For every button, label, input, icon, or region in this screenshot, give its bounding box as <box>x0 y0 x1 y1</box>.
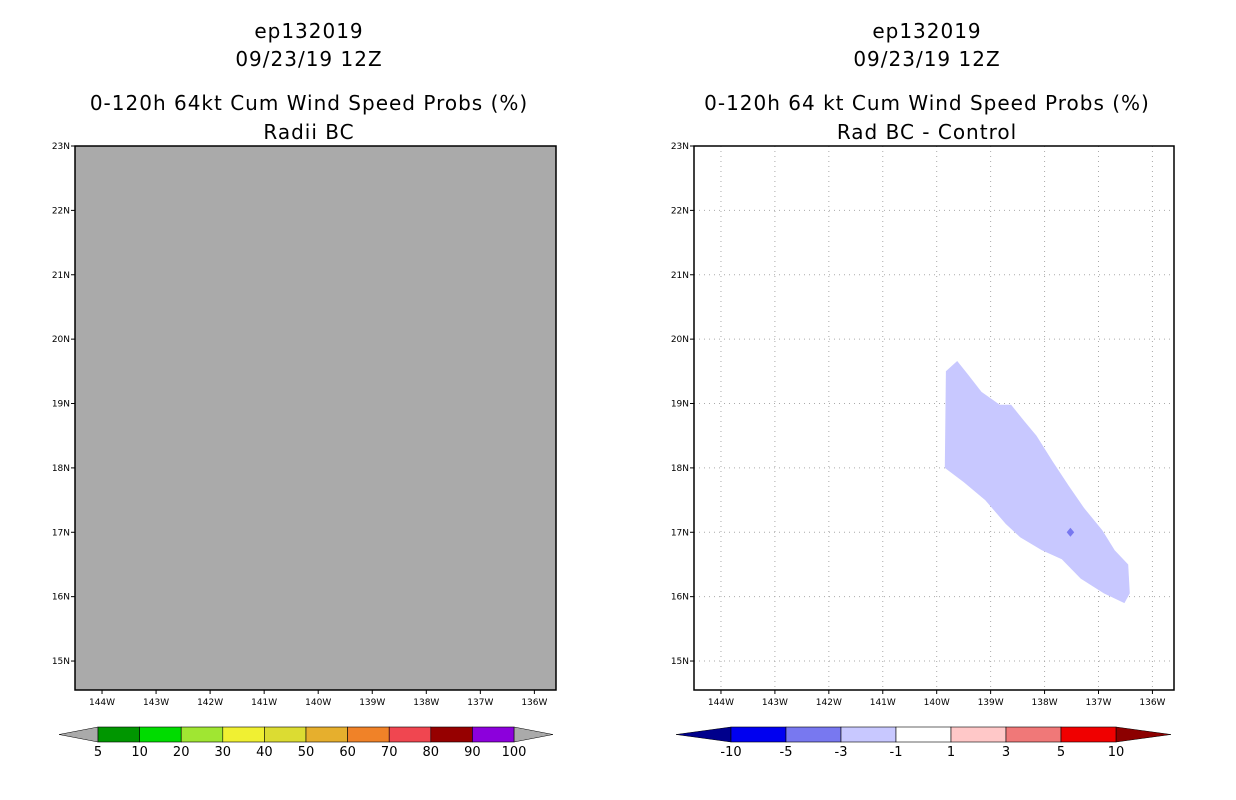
colorbar-swatch <box>430 726 473 743</box>
colorbar: -10 -5 -3 -1 1 3 5 10 <box>675 726 1172 760</box>
colorbar-label: 70 <box>381 745 398 760</box>
left-title: 0-120h 64kt Cum Wind Speed Probs (%) <box>89 91 529 115</box>
lon-tick-label: 141W <box>251 698 277 708</box>
colorbar-label: -10 <box>720 745 741 760</box>
colorbar-swatch <box>1060 726 1117 743</box>
colorbar-label: 1 <box>947 745 955 760</box>
lat-tick-label: 20N <box>671 335 689 345</box>
colorbar-label: 100 <box>502 745 527 760</box>
lon-tick-label: 143W <box>143 698 169 708</box>
colorbar-label: -3 <box>835 745 848 760</box>
colorbar-label: 60 <box>339 745 356 760</box>
lon-tick-label: 138W <box>413 698 439 708</box>
lat-tick-label: 20N <box>52 335 70 345</box>
lat-tick-label: 15N <box>52 657 70 667</box>
lon-tick-label: 137W <box>467 698 493 708</box>
lat-tick-label: 21N <box>671 271 689 281</box>
lon-tick-label: 140W <box>305 698 331 708</box>
lat-tick-label: 18N <box>671 464 689 474</box>
lat-tick-label: 17N <box>52 528 70 538</box>
lon-tick-label: 142W <box>197 698 223 708</box>
lat-tick-label: 16N <box>671 593 689 603</box>
colorbar-under-triangle <box>675 726 732 743</box>
colorbar-label: 5 <box>1057 745 1065 760</box>
lon-tick-label: 139W <box>978 698 1004 708</box>
colorbar-label: 40 <box>256 745 273 760</box>
lon-tick-label: 142W <box>816 698 842 708</box>
right-storm-id: ep132019 <box>872 19 982 43</box>
lon-tick-label: 137W <box>1085 698 1111 708</box>
colorbar-label: 5 <box>94 745 102 760</box>
lon-tick-label: 139W <box>359 698 385 708</box>
colorbar-swatch <box>264 726 307 743</box>
colorbar: 5 10 20 30 40 50 60 70 80 90 100 <box>58 726 554 760</box>
colorbar-swatch <box>222 726 265 743</box>
colorbar-label: 90 <box>464 745 481 760</box>
colorbar-swatch <box>180 726 224 743</box>
colorbar-swatch <box>1005 726 1062 743</box>
lat-tick-label: 16N <box>52 593 70 603</box>
lon-tick-label: 144W <box>708 698 734 708</box>
colorbar-swatch <box>305 726 348 743</box>
plot-area <box>75 146 556 690</box>
lat-tick-label: 19N <box>671 400 689 410</box>
colorbar-swatch <box>895 726 952 743</box>
colorbar-swatch <box>139 726 182 743</box>
contour-region-0 <box>944 361 1130 604</box>
lon-tick-label: 136W <box>1139 698 1165 708</box>
colorbar-swatch <box>97 726 140 743</box>
colorbar-swatch <box>347 726 390 743</box>
lon-tick-label: 138W <box>1032 698 1058 708</box>
plot-frame <box>693 145 1175 691</box>
colorbar-label: -1 <box>890 745 903 760</box>
lat-tick-label: 21N <box>52 271 70 281</box>
lat-tick-label: 22N <box>671 206 689 216</box>
lon-tick-label: 136W <box>521 698 547 708</box>
plot-area <box>694 146 1174 690</box>
colorbar-over-triangle <box>1115 726 1172 743</box>
colorbar-under-triangle <box>58 726 99 743</box>
colorbar-over-triangle <box>513 726 554 743</box>
colorbar-label: -5 <box>780 745 793 760</box>
panel-left: 144W 143W 142W 141W 140W 139W 138W 137W 136W 15N 1… <box>52 142 557 760</box>
colorbar-label: 10 <box>1108 745 1125 760</box>
colorbar-swatch <box>785 726 842 743</box>
colorbar-label: 30 <box>215 745 232 760</box>
left-storm-id: ep132019 <box>254 19 364 43</box>
colorbar-swatch <box>840 726 897 743</box>
colorbar-swatch <box>730 726 787 743</box>
right-title: 0-120h 64 kt Cum Wind Speed Probs (%) <box>704 91 1150 115</box>
contour-region-1 <box>1066 527 1075 537</box>
colorbar-label: 20 <box>173 745 190 760</box>
colorbar-swatch <box>472 726 515 743</box>
colorbar-label: 80 <box>423 745 440 760</box>
left-datetime: 09/23/19 12Z <box>235 47 383 71</box>
lat-tick-label: 19N <box>52 400 70 410</box>
colorbar-label: 3 <box>1002 745 1010 760</box>
lat-tick-label: 15N <box>671 657 689 667</box>
plot-frame <box>74 145 557 691</box>
lat-tick-label: 23N <box>671 142 689 152</box>
lat-tick-label: 23N <box>52 142 70 152</box>
colorbar-swatch <box>388 726 432 743</box>
panel-right: 144W 143W 142W 141W 140W 139W 138W 137W 136W 15N 1… <box>671 142 1175 760</box>
lon-tick-label: 141W <box>870 698 896 708</box>
right-subtitle: Rad BC - Control <box>836 120 1018 144</box>
lon-tick-label: 143W <box>762 698 788 708</box>
lon-tick-label: 140W <box>924 698 950 708</box>
lat-tick-label: 18N <box>52 464 70 474</box>
left-subtitle: Radii BC <box>263 120 355 144</box>
colorbar-label: 10 <box>131 745 148 760</box>
lon-tick-label: 144W <box>89 698 115 708</box>
colorbar-swatch <box>950 726 1007 743</box>
lat-tick-label: 17N <box>671 528 689 538</box>
lat-tick-label: 22N <box>52 206 70 216</box>
colorbar-label: 50 <box>298 745 315 760</box>
right-datetime: 09/23/19 12Z <box>853 47 1001 71</box>
